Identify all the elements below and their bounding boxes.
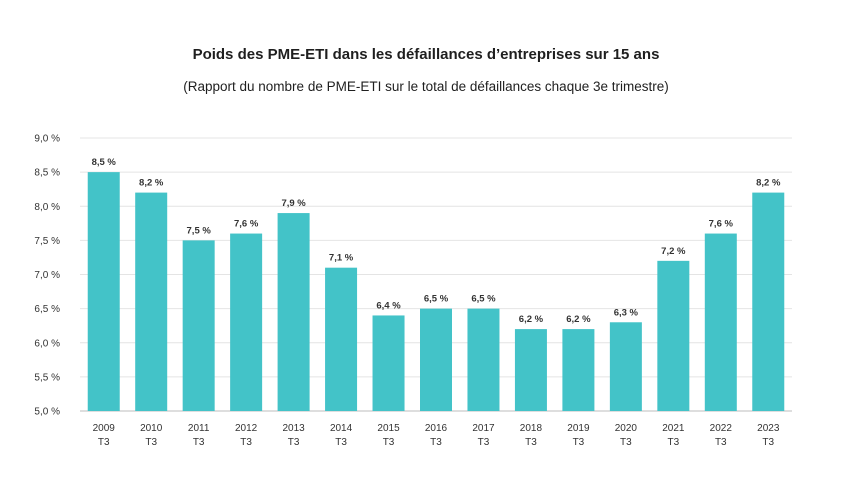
y-tick-label: 7,0 % [34, 270, 60, 281]
bar [230, 233, 263, 411]
bar-value-label: 7,6 % [234, 219, 259, 230]
x-tick-sublabel: T3 [430, 437, 442, 448]
y-tick-label: 6,0 % [34, 338, 60, 349]
x-tick-label: 2023 [757, 423, 780, 434]
bar [372, 315, 405, 411]
x-tick-sublabel: T3 [478, 437, 490, 448]
x-tick-sublabel: T3 [762, 437, 774, 448]
x-tick-label: 2011 [188, 423, 210, 434]
bar-value-label: 8,2 % [756, 178, 781, 189]
bar-value-label: 7,1 % [329, 253, 354, 264]
bar-value-label: 6,5 % [471, 294, 496, 305]
bar [752, 192, 785, 411]
x-tick-sublabel: T3 [240, 437, 252, 448]
y-tick-label: 7,5 % [34, 236, 60, 247]
chart-title: Poids des PME-ETI dans les défaillances … [192, 46, 660, 63]
bar-value-label: 6,2 % [566, 314, 591, 325]
bar-value-label: 7,5 % [187, 225, 212, 236]
bar [609, 322, 642, 411]
bar [420, 308, 452, 411]
x-tick-label: 2012 [235, 423, 258, 434]
y-tick-label: 8,5 % [34, 168, 60, 179]
x-tick-sublabel: T3 [193, 437, 205, 448]
bar [135, 192, 168, 411]
x-tick-label: 2020 [615, 423, 638, 434]
x-tick-label: 2010 [140, 423, 163, 434]
bar-value-label: 7,9 % [281, 198, 306, 209]
x-tick-sublabel: T3 [525, 437, 537, 448]
y-tick-label: 5,0 % [34, 407, 60, 418]
x-tick-label: 2018 [520, 423, 543, 434]
x-tick-label: 2013 [282, 423, 305, 434]
bar [325, 267, 358, 411]
bar [87, 172, 120, 411]
x-tick-label: 2016 [425, 423, 448, 434]
x-tick-sublabel: T3 [573, 437, 585, 448]
bar [467, 308, 500, 411]
chart-subtitle: (Rapport du nombre de PME-ETI sur le tot… [183, 79, 669, 94]
bar [277, 213, 310, 411]
bar-value-label: 7,6 % [709, 219, 734, 230]
x-tick-label: 2021 [662, 423, 685, 434]
bar [657, 260, 690, 411]
x-tick-sublabel: T3 [145, 437, 157, 448]
x-tick-sublabel: T3 [335, 437, 347, 448]
x-tick-label: 2017 [472, 423, 495, 434]
x-tick-sublabel: T3 [288, 437, 300, 448]
y-tick-label: 8,0 % [34, 202, 60, 213]
x-tick-label: 2009 [93, 423, 116, 434]
y-tick-label: 6,5 % [34, 304, 60, 315]
bar-value-label: 8,5 % [92, 157, 117, 168]
x-tick-label: 2019 [567, 423, 590, 434]
bar-value-label: 6,3 % [614, 307, 639, 318]
x-tick-label: 2015 [377, 423, 400, 434]
bar-value-label: 6,4 % [376, 300, 401, 311]
bar [704, 233, 737, 411]
x-tick-sublabel: T3 [667, 437, 679, 448]
x-tick-sublabel: T3 [715, 437, 727, 448]
x-tick-sublabel: T3 [620, 437, 632, 448]
x-tick-label: 2014 [330, 423, 353, 434]
x-tick-label: 2022 [710, 423, 733, 434]
bar-value-label: 7,2 % [661, 246, 686, 257]
bar-value-label: 6,2 % [519, 314, 544, 325]
y-tick-label: 5,5 % [34, 372, 60, 383]
x-tick-sublabel: T3 [383, 437, 395, 448]
bar [182, 240, 215, 411]
bar-value-label: 6,5 % [424, 294, 449, 305]
bar [514, 329, 547, 411]
bar [562, 329, 595, 411]
y-tick-label: 9,0 % [34, 134, 60, 145]
x-tick-sublabel: T3 [98, 437, 110, 448]
bar-value-label: 8,2 % [139, 178, 164, 189]
